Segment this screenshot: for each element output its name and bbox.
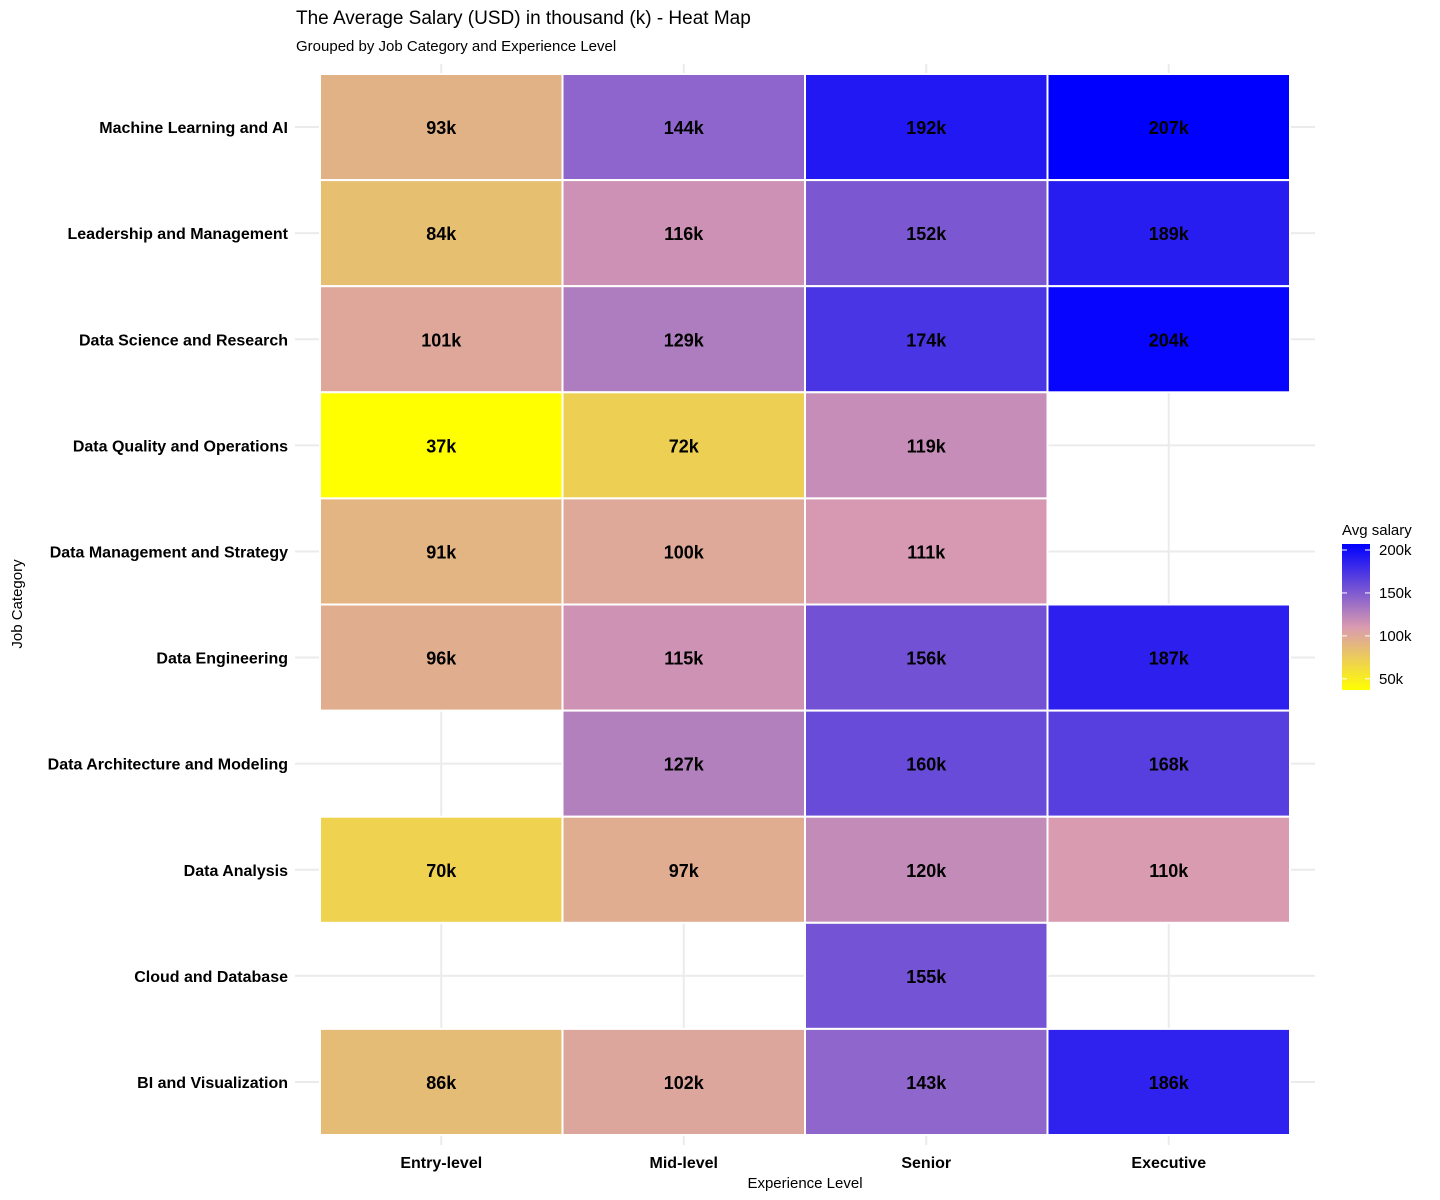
cell-value-label: 86k (426, 1073, 457, 1093)
y-tick-label: Machine Learning and AI (99, 120, 288, 137)
legend-title: Avg salary (1342, 522, 1412, 539)
heatmap-cell (1046, 815, 1291, 924)
legend-tick-label: 100k (1379, 628, 1412, 645)
cell-value-label: 101k (421, 330, 462, 350)
cell-value-label: 207k (1149, 118, 1190, 138)
cell-value-label: 120k (906, 861, 947, 881)
heatmap-cell (804, 603, 1049, 712)
y-axis-ticks: Machine Learning and AI Leadership and Ma… (48, 120, 289, 1092)
y-tick-label: Leadership and Management (68, 226, 289, 243)
heatmap-cells (319, 73, 1291, 1137)
heatmap-cell (804, 1027, 1049, 1137)
cell-value-label: 91k (426, 542, 457, 562)
heatmap-cell (804, 709, 1049, 818)
cell-value-label: 102k (664, 1073, 705, 1093)
heatmap-cell (561, 815, 806, 924)
y-tick-label: BI and Visualization (137, 1075, 288, 1092)
cell-value-label: 115k (664, 649, 704, 669)
heatmap-cell (1046, 73, 1291, 182)
heatmap-cell (1046, 1027, 1291, 1137)
y-axis-label: Job Category (9, 559, 26, 649)
cell-value-label: 111k (907, 542, 946, 562)
legend-ticks: 200k 150k 100k 50k (1342, 542, 1412, 688)
y-tick-label: Data Management and Strategy (50, 544, 288, 561)
cell-value-label: 97k (669, 861, 700, 881)
cell-value-label: 129k (664, 330, 705, 350)
legend-tick-label: 200k (1379, 542, 1412, 559)
cell-value-label: 152k (906, 224, 947, 244)
heatmap-cell (804, 73, 1049, 182)
cell-value-label: 127k (664, 755, 705, 775)
heatmap-cell (1046, 709, 1291, 818)
cell-value-label: 110k (1149, 861, 1189, 881)
heatmap-cell (319, 815, 564, 924)
heatmap-cell (804, 179, 1049, 288)
chart-subtitle: Grouped by Job Category and Experience L… (296, 38, 616, 55)
y-tick-label: Data Engineering (156, 651, 288, 668)
heatmap-cell (319, 285, 564, 394)
heatmap-cell (561, 179, 806, 288)
heatmap-cell (1046, 179, 1291, 288)
cell-value-label: 84k (426, 224, 457, 244)
heatmap-cell (804, 921, 1049, 1030)
heatmap-cell (1046, 603, 1291, 712)
cell-value-label: 155k (906, 967, 947, 987)
heatmap-cell (1046, 285, 1291, 394)
cell-value-label: 72k (669, 436, 700, 456)
legend-color-bar (1342, 544, 1370, 690)
heatmap-cell-labels: 93k 144k 192k 207k 84k 116k 152k 189k 101k 129k 17… (421, 118, 1190, 1093)
cell-value-label: 93k (426, 118, 457, 138)
cell-value-label: 116k (664, 224, 704, 244)
x-tick-label: Executive (1131, 1155, 1206, 1172)
heatmap-cell (561, 1027, 806, 1137)
heatmap-cell (804, 391, 1049, 500)
heatmap-cell (561, 285, 806, 394)
cell-value-label: 100k (664, 542, 705, 562)
x-tick-label: Senior (901, 1155, 951, 1172)
y-tick-label: Cloud and Database (134, 969, 288, 986)
cell-value-label: 187k (1149, 649, 1190, 669)
legend-tick-label: 150k (1379, 585, 1412, 602)
cell-value-label: 37k (426, 436, 457, 456)
cell-value-label: 119k (907, 436, 947, 456)
cell-value-label: 189k (1149, 224, 1190, 244)
x-tick-label: Mid-level (650, 1155, 718, 1172)
cell-value-label: 160k (906, 755, 947, 775)
heatmap-cell (804, 815, 1049, 924)
heatmap-cell (319, 179, 564, 288)
chart-title: The Average Salary (USD) in thousand (k)… (296, 8, 751, 29)
x-tick-label: Entry-level (400, 1155, 482, 1172)
cell-value-label: 204k (1149, 330, 1190, 350)
cell-value-label: 168k (1149, 755, 1190, 775)
heatmap-cell (561, 603, 806, 712)
legend-tick-label: 50k (1379, 671, 1404, 688)
cell-value-label: 96k (426, 649, 457, 669)
y-tick-label: Data Science and Research (79, 332, 288, 349)
cell-value-label: 144k (664, 118, 705, 138)
cell-value-label: 156k (906, 649, 947, 669)
heatmap-cell (319, 1027, 564, 1137)
heatmap-cell (804, 285, 1049, 394)
x-axis-label: Experience Level (747, 1175, 862, 1192)
cell-value-label: 70k (426, 861, 457, 881)
cell-value-label: 174k (906, 330, 947, 350)
heatmap-cell (561, 709, 806, 818)
cell-value-label: 192k (906, 118, 947, 138)
cell-value-label: 143k (906, 1073, 947, 1093)
cell-value-label: 186k (1149, 1073, 1190, 1093)
y-tick-label: Data Analysis (184, 863, 288, 880)
heatmap-cell (319, 497, 564, 606)
color-legend: Avg salary 200k 150k 100k 50k (1342, 522, 1412, 690)
y-tick-label: Data Architecture and Modeling (48, 757, 288, 774)
y-tick-label: Data Quality and Operations (73, 438, 288, 455)
x-axis-ticks: Entry-level Mid-level Senior Executive (400, 1155, 1206, 1172)
